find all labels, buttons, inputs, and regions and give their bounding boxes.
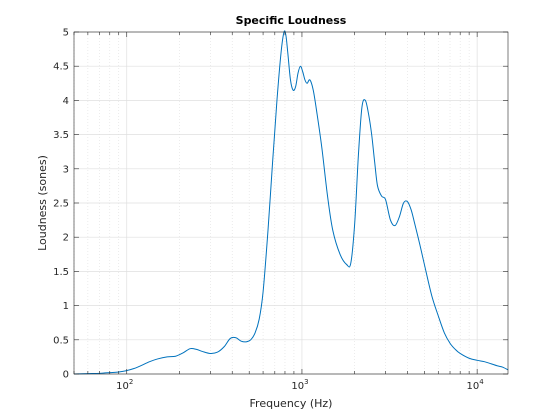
y-tick-label: 0 — [63, 370, 69, 381]
y-axis-title: Loudness (sones) — [36, 155, 49, 251]
x-tick-label: 103 — [291, 378, 308, 392]
y-tick-label: 4 — [63, 96, 69, 107]
y-tick-label: 1.5 — [53, 267, 69, 278]
x-tick-label-exponent: 2 — [129, 378, 133, 386]
y-tick-label: 2.5 — [53, 199, 69, 210]
y-tick-label: 5 — [63, 28, 69, 39]
chart-title: Specific Loudness — [236, 14, 347, 27]
x-tick-label: 104 — [467, 378, 485, 392]
y-tick-label: 4.5 — [53, 62, 69, 73]
y-tick-label: 0.5 — [53, 335, 69, 346]
x-tick-label-base: 10 — [291, 381, 304, 392]
y-tick-label: 3.5 — [53, 130, 69, 141]
y-tick-label: 1 — [63, 301, 69, 312]
loudness-series-line — [73, 30, 509, 375]
y-tick-label: 3 — [63, 164, 69, 175]
x-tick-label-base: 10 — [116, 381, 129, 392]
x-tick-label: 102 — [116, 378, 133, 392]
x-tick-label-base: 10 — [467, 381, 480, 392]
x-tick-label-exponent: 3 — [304, 378, 308, 386]
series-line-layer — [73, 30, 509, 375]
x-tick-label-exponent: 4 — [479, 378, 484, 386]
x-axis-title: Frequency (Hz) — [250, 397, 333, 410]
y-tick-label: 2 — [63, 233, 69, 244]
